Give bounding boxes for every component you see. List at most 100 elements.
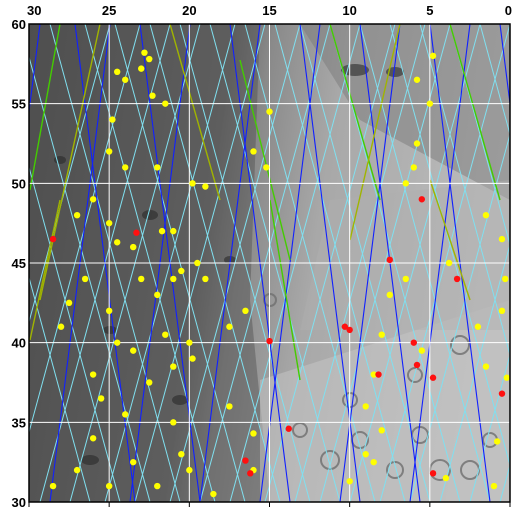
yellow-marker <box>186 466 193 474</box>
yellow-marker <box>413 140 421 147</box>
yellow-marker <box>493 438 501 445</box>
yellow-marker <box>130 243 137 251</box>
yellow-marker <box>162 100 169 107</box>
yellow-marker <box>378 331 385 338</box>
yellow-marker <box>498 307 506 314</box>
x-tick-label: 10 <box>342 3 356 18</box>
yellow-marker <box>226 403 233 410</box>
yellow-marker <box>57 323 65 330</box>
yellow-marker <box>498 235 506 243</box>
yellow-marker <box>186 339 193 346</box>
red-marker <box>375 371 382 378</box>
yellow-marker <box>189 180 196 187</box>
yellow-marker <box>105 219 113 227</box>
yellow-marker <box>97 395 105 402</box>
yellow-marker <box>109 116 116 123</box>
yellow-marker <box>138 65 145 72</box>
red-marker <box>346 326 353 334</box>
yellow-marker <box>158 227 166 235</box>
yellow-marker <box>113 239 121 246</box>
red-marker <box>498 390 506 397</box>
red-marker <box>386 256 393 264</box>
yellow-marker <box>418 347 426 354</box>
yellow-marker <box>170 363 177 370</box>
yellow-marker <box>370 371 377 378</box>
yellow-marker <box>178 267 185 275</box>
track-line-green <box>239 59 291 261</box>
yellow-marker <box>210 490 217 498</box>
x-tick-label: 25 <box>102 3 116 18</box>
yellow-marker <box>105 482 113 490</box>
yellow-marker <box>73 466 81 474</box>
yellow-marker <box>65 299 73 307</box>
yellow-marker <box>105 148 113 155</box>
track-line-green <box>269 199 301 381</box>
yellow-marker <box>130 347 137 354</box>
red-marker <box>247 470 254 477</box>
red-marker <box>242 457 249 464</box>
y-tick-label: 35 <box>12 415 26 430</box>
red-marker <box>418 196 426 203</box>
yellow-marker <box>146 379 153 386</box>
yellow-marker <box>170 419 177 426</box>
yellow-marker <box>122 164 129 171</box>
observation-markers <box>49 49 510 498</box>
red-marker <box>413 361 421 369</box>
yellow-marker <box>250 148 257 155</box>
yellow-marker <box>226 323 233 330</box>
yellow-marker <box>89 371 97 378</box>
yellow-marker <box>202 275 209 283</box>
yellow-marker <box>501 275 509 283</box>
track-line-green <box>169 24 221 201</box>
red-marker <box>453 275 461 283</box>
yellow-marker <box>105 307 113 314</box>
track-line-green <box>429 179 471 301</box>
yellow-marker <box>146 55 153 63</box>
yellow-marker <box>122 76 129 83</box>
y-tick-label: 30 <box>12 495 26 510</box>
yellow-marker <box>429 52 437 60</box>
yellow-marker <box>141 49 148 56</box>
x-tick-label: 15 <box>262 3 276 18</box>
red-marker <box>266 337 273 345</box>
yellow-marker <box>49 482 57 490</box>
x-tick-label: 20 <box>182 3 196 18</box>
yellow-marker <box>474 323 482 330</box>
yellow-marker <box>266 108 273 115</box>
yellow-marker <box>189 355 196 362</box>
yellow-marker <box>122 411 129 418</box>
track-line-green <box>29 199 61 341</box>
yellow-marker <box>138 275 145 283</box>
yellow-marker <box>386 291 393 299</box>
yellow-marker <box>170 275 177 283</box>
red-marker <box>410 339 417 346</box>
y-tick-label: 60 <box>12 17 26 32</box>
yellow-marker <box>130 458 137 466</box>
yellow-marker <box>113 68 121 76</box>
yellow-marker <box>378 427 385 434</box>
yellow-marker <box>89 435 97 442</box>
yellow-marker <box>413 76 421 83</box>
x-tick-label: 5 <box>426 3 433 18</box>
yellow-marker <box>154 164 161 171</box>
yellow-marker <box>242 307 249 314</box>
red-marker <box>49 235 57 243</box>
y-tick-label: 40 <box>12 336 26 351</box>
yellow-marker <box>170 227 177 235</box>
yellow-marker <box>370 458 377 466</box>
red-marker <box>285 425 292 432</box>
yellow-marker <box>490 482 498 490</box>
red-marker <box>133 229 140 236</box>
track-line-green <box>29 24 61 191</box>
yellow-marker <box>89 196 97 203</box>
yellow-marker <box>263 164 270 171</box>
yellow-marker <box>482 212 490 219</box>
x-tick-label: 0 <box>505 3 512 18</box>
yellow-marker <box>482 363 490 370</box>
y-tick-label: 55 <box>12 97 26 112</box>
yellow-marker <box>362 451 369 458</box>
yellow-marker <box>154 291 161 299</box>
yellow-marker <box>178 451 185 458</box>
y-tick-label: 50 <box>12 176 26 191</box>
